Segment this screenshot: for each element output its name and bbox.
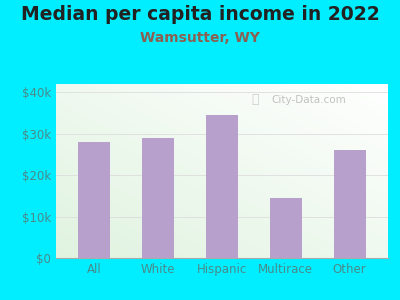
Bar bbox=[206, 115, 238, 258]
Text: ⦿: ⦿ bbox=[252, 93, 259, 106]
Bar bbox=[334, 150, 366, 258]
Bar bbox=[142, 138, 174, 258]
Text: City-Data.com: City-Data.com bbox=[271, 95, 346, 105]
Text: Median per capita income in 2022: Median per capita income in 2022 bbox=[21, 4, 379, 23]
Bar bbox=[78, 142, 110, 258]
Bar bbox=[270, 198, 302, 258]
Text: Wamsutter, WY: Wamsutter, WY bbox=[140, 32, 260, 46]
